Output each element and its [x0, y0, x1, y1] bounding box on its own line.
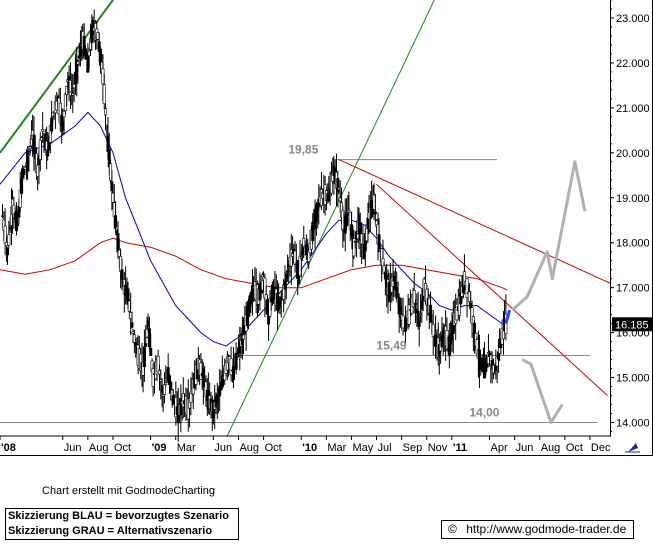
price-candle	[132, 334, 136, 343]
level-label: 14,00	[469, 406, 499, 420]
x-tick-label: Oct	[566, 442, 583, 454]
grey-scenario-up	[511, 160, 587, 312]
grey-scenario-down	[521, 358, 564, 424]
price-candle	[114, 215, 118, 228]
level-labels: 19,85 15,49 14,00	[288, 143, 499, 420]
price-candle	[241, 334, 245, 340]
x-tick-label: Apr	[491, 442, 508, 454]
plot-area	[0, 0, 610, 436]
x-tick-label: Oct	[265, 442, 282, 454]
y-tick-label: 17.000	[616, 283, 650, 295]
x-tick-label: May	[352, 442, 373, 454]
y-tick-label: 22.000	[616, 58, 650, 70]
x-axis-ticks: '08 Jun Aug Oct '09 Mar Jun Aug Oct '10 Mar May Jul S…	[0, 436, 611, 454]
x-tick-label: Mar	[327, 442, 346, 454]
y-tick-label: 20.000	[616, 148, 650, 160]
y-tick-label: 23.000	[616, 13, 650, 25]
price-candle	[102, 84, 106, 104]
x-tick-label: Jul	[378, 442, 392, 454]
x-tick-label: Jun	[516, 442, 534, 454]
x-tick-label: Oct	[114, 442, 131, 454]
copyright-icon: ©	[448, 522, 457, 536]
price-candle	[41, 129, 45, 132]
x-tick-label: '10	[302, 442, 317, 454]
level-label: 19,85	[288, 143, 318, 157]
x-tick-label: Aug	[89, 442, 109, 454]
price-candle	[311, 221, 315, 242]
price-candle	[104, 108, 108, 116]
source-link[interactable]: © http://www.godmode-trader.de	[441, 520, 634, 539]
last-price-label: 16.185	[615, 319, 649, 331]
price-candle	[16, 223, 20, 226]
price-candle	[412, 290, 416, 304]
chart-arrow-icon[interactable]	[611, 437, 652, 455]
blue-scenario	[504, 309, 512, 325]
trend-line	[338, 159, 611, 284]
trend-line	[376, 183, 608, 396]
price-candle	[504, 313, 508, 334]
price-candle	[130, 322, 134, 328]
price-candle	[373, 211, 377, 215]
x-tick-label: Aug	[541, 442, 561, 454]
price-candle	[144, 343, 148, 347]
trend-line	[226, 0, 435, 437]
y-tick-label: 19.000	[616, 193, 650, 205]
x-tick-label: Dec	[591, 442, 611, 454]
price-candle	[164, 382, 168, 385]
moving-average-line	[0, 237, 508, 291]
y-tick-label: 15.000	[616, 373, 650, 385]
x-tick-label: '09	[152, 442, 167, 454]
x-tick-label: '11	[453, 442, 467, 454]
price-candle	[142, 346, 146, 368]
source-url[interactable]: http://www.godmode-trader.de	[466, 522, 627, 536]
price-candle	[27, 154, 31, 156]
last-price-tag: 16.185	[612, 317, 652, 332]
scenario-legend: Skizzierung BLAU = bevorzugtes Szenario …	[5, 508, 239, 540]
price-candle	[345, 213, 349, 227]
legend-grey-scenario: Skizzierung GRAU = Alternativszenario	[8, 525, 213, 537]
price-candle	[377, 234, 381, 252]
level-label: 15,49	[377, 339, 407, 353]
price-candle	[231, 365, 235, 381]
x-tick-label: Jun	[64, 442, 82, 454]
price-candle	[149, 347, 153, 356]
x-tick-label: Nov	[428, 442, 448, 454]
scenario-sketches	[504, 160, 587, 424]
y-tick-label: 21.000	[616, 103, 650, 115]
y-tick-label: 18.000	[616, 238, 650, 250]
price-candle	[234, 352, 238, 370]
x-tick-label: Jun	[214, 442, 232, 454]
x-tick-label: Sep	[403, 442, 423, 454]
y-tick-label: 14.000	[616, 418, 650, 430]
price-candle	[7, 234, 11, 246]
price-candle	[417, 320, 421, 327]
price-series	[1, 9, 508, 442]
x-tick-label: Mar	[177, 442, 196, 454]
price-candle	[6, 248, 10, 256]
x-tick-label: '08	[1, 442, 16, 454]
horizontal-levels	[0, 159, 598, 424]
legend-blue-scenario: Skizzierung BLAU = bevorzugtes Szenario	[8, 510, 229, 522]
price-candle	[4, 241, 8, 247]
chart-credit: Chart erstellt mit GodmodeCharting	[42, 485, 216, 497]
x-tick-label: Aug	[239, 442, 259, 454]
y-axis-ticks: 14.00015.00016.00017.00018.00019.00020.0…	[610, 0, 650, 433]
